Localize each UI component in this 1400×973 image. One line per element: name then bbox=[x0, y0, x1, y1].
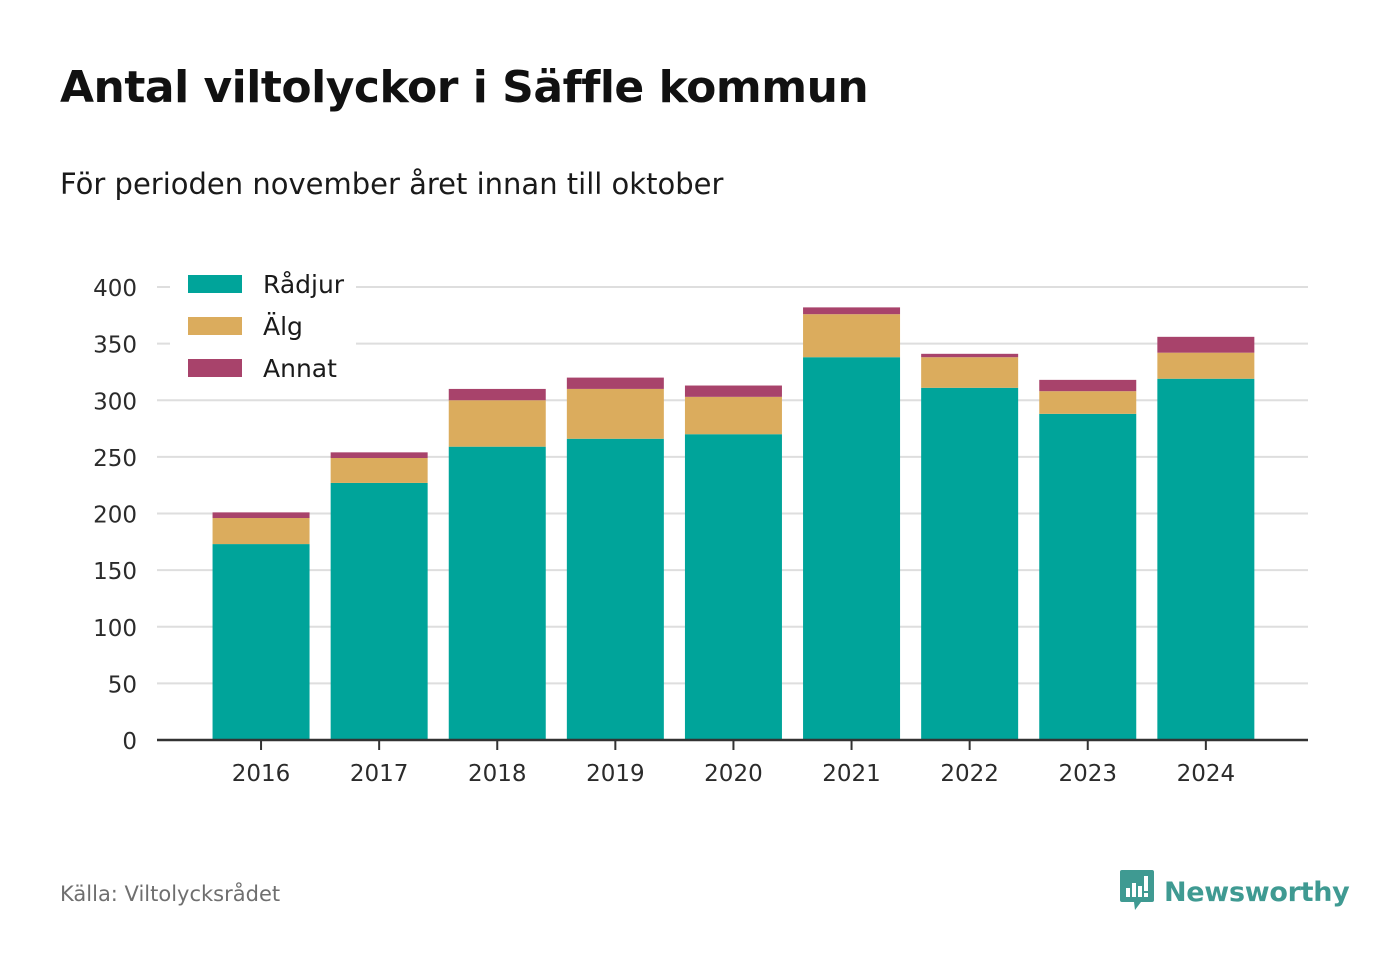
legend-label: Annat bbox=[263, 354, 337, 383]
y-tick-label: 200 bbox=[93, 503, 137, 529]
bar-segment-älg bbox=[684, 396, 782, 435]
bar-segment-älg bbox=[212, 518, 310, 545]
y-axis-ticks: 0 50 100 150 200 250 300 350 400 bbox=[93, 276, 137, 755]
bar-segment-rådjur bbox=[448, 446, 546, 740]
bar-segment-rådjur bbox=[1157, 378, 1255, 740]
chart-title: Antal viltolyckor i Säffle kommun bbox=[60, 62, 869, 113]
x-tick-label: 2024 bbox=[1177, 761, 1236, 787]
legend-swatch-älg bbox=[188, 317, 242, 335]
bar-segment-rådjur bbox=[330, 482, 428, 740]
y-tick-label: 50 bbox=[108, 672, 137, 698]
y-tick-label: 0 bbox=[122, 729, 137, 755]
bar-segment-älg bbox=[803, 314, 901, 358]
bar-segment-rådjur bbox=[921, 387, 1019, 740]
newsworthy-logo-icon bbox=[1119, 868, 1155, 916]
bar-segment-annat bbox=[921, 353, 1019, 358]
x-tick-label: 2022 bbox=[940, 761, 999, 787]
chart-subtitle: För perioden november året innan till ok… bbox=[60, 167, 724, 201]
bar-segment-annat bbox=[803, 307, 901, 315]
bar-segment-annat bbox=[1157, 336, 1255, 353]
bar-segment-rådjur bbox=[1039, 413, 1137, 740]
x-axis-ticks: 2016 2017 2018 2019 2020 2021 2022 2023 2024 bbox=[232, 740, 1235, 787]
bar-segment-rådjur bbox=[212, 544, 310, 740]
bar-segment-annat bbox=[684, 385, 782, 397]
bar-segment-rådjur bbox=[566, 438, 664, 740]
y-tick-label: 350 bbox=[93, 333, 137, 359]
x-tick-label: 2017 bbox=[350, 761, 409, 787]
bar-segment-annat bbox=[1039, 379, 1137, 392]
bar-segment-annat bbox=[212, 512, 310, 519]
bar-segment-annat bbox=[330, 452, 428, 459]
brand-logo: Newsworthy bbox=[1119, 868, 1350, 916]
bar-segment-rådjur bbox=[684, 434, 782, 740]
legend-label: Älg bbox=[263, 312, 303, 341]
bars bbox=[212, 307, 1255, 740]
y-tick-label: 150 bbox=[93, 559, 137, 585]
brand-name: Newsworthy bbox=[1164, 876, 1350, 908]
x-tick-label: 2019 bbox=[586, 761, 645, 787]
legend: Rådjur Älg Annat bbox=[170, 262, 356, 388]
x-tick-label: 2021 bbox=[822, 761, 881, 787]
bar-segment-älg bbox=[566, 388, 664, 439]
y-tick-label: 300 bbox=[93, 389, 137, 415]
bar-segment-älg bbox=[1157, 352, 1255, 379]
legend-swatch-rådjur bbox=[188, 275, 242, 293]
x-tick-label: 2018 bbox=[468, 761, 527, 787]
x-tick-label: 2016 bbox=[232, 761, 291, 787]
y-tick-label: 100 bbox=[93, 616, 137, 642]
y-tick-label: 250 bbox=[93, 446, 137, 472]
y-tick-label: 400 bbox=[93, 276, 137, 302]
x-tick-label: 2023 bbox=[1058, 761, 1117, 787]
bar-segment-älg bbox=[330, 458, 428, 483]
bar-segment-älg bbox=[921, 357, 1019, 388]
bar-segment-annat bbox=[566, 377, 664, 389]
source-note: Källa: Viltolycksrådet bbox=[60, 882, 281, 906]
bar-segment-rådjur bbox=[803, 357, 901, 740]
bar-segment-älg bbox=[448, 400, 546, 447]
bar-segment-annat bbox=[448, 388, 546, 401]
legend-label: Rådjur bbox=[263, 270, 345, 299]
legend-swatch-annat bbox=[188, 359, 242, 377]
bar-segment-älg bbox=[1039, 391, 1137, 414]
x-tick-label: 2020 bbox=[704, 761, 763, 787]
